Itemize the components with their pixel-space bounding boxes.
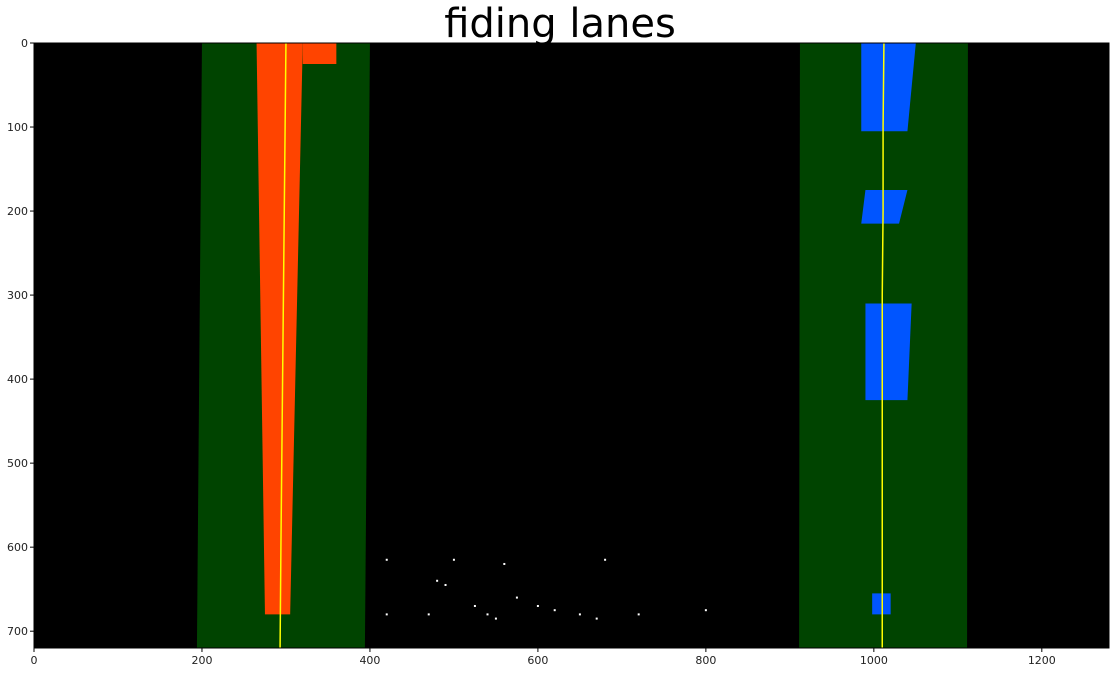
lane-pixels-right-2 — [865, 303, 912, 401]
noise-point — [494, 617, 497, 620]
noise-point — [637, 613, 640, 616]
x-tick-label: 200 — [191, 654, 212, 667]
plot-content — [34, 43, 1109, 648]
x-tick-label: 1200 — [1028, 654, 1056, 667]
noise-point — [427, 613, 430, 616]
y-tick-label: 600 — [7, 541, 28, 554]
noise-point — [578, 613, 581, 616]
noise-point — [595, 617, 598, 620]
x-tick-label: 800 — [695, 654, 716, 667]
noise-point — [515, 596, 518, 599]
x-tick-label: 1000 — [860, 654, 888, 667]
y-tick-label: 200 — [7, 205, 28, 218]
plot-frame — [33, 42, 1110, 649]
noise-point — [452, 558, 455, 561]
fit-line-0 — [279, 43, 287, 648]
noise-point — [436, 579, 439, 582]
x-tick-label: 400 — [359, 654, 380, 667]
lane-pixels-right-0 — [861, 43, 916, 132]
lane-pixels-left-0 — [256, 43, 303, 615]
y-tick-label: 0 — [21, 37, 28, 50]
y-tick-label: 500 — [7, 457, 28, 470]
lane-pixels-right-3 — [872, 593, 891, 615]
axes: 0 200 400 600 800 1000 1200 0 100 200 300 400 500 600… — [7, 37, 1110, 667]
x-tick-label: 600 — [527, 654, 548, 667]
x-tick-label: 0 — [31, 654, 38, 667]
chart-title: fiding lanes — [444, 1, 676, 47]
noise-point — [444, 583, 447, 586]
lane-pixels-right-1 — [861, 190, 908, 224]
noise-point — [704, 609, 707, 612]
noise-point — [486, 613, 489, 616]
lane-pixels-left-1 — [302, 43, 337, 65]
y-tick-label: 100 — [7, 121, 28, 134]
noise-point — [473, 604, 476, 607]
y-tick-label: 300 — [7, 289, 28, 302]
y-tick-label: 400 — [7, 373, 28, 386]
noise-point — [536, 604, 539, 607]
noise-point — [385, 558, 388, 561]
y-tick-label: 700 — [7, 625, 28, 638]
fit-line-1 — [881, 43, 885, 648]
noise-point — [503, 562, 506, 565]
noise-point — [604, 558, 607, 561]
plot-area — [34, 43, 1109, 648]
noise-point — [385, 613, 388, 616]
noise-point — [553, 609, 556, 612]
